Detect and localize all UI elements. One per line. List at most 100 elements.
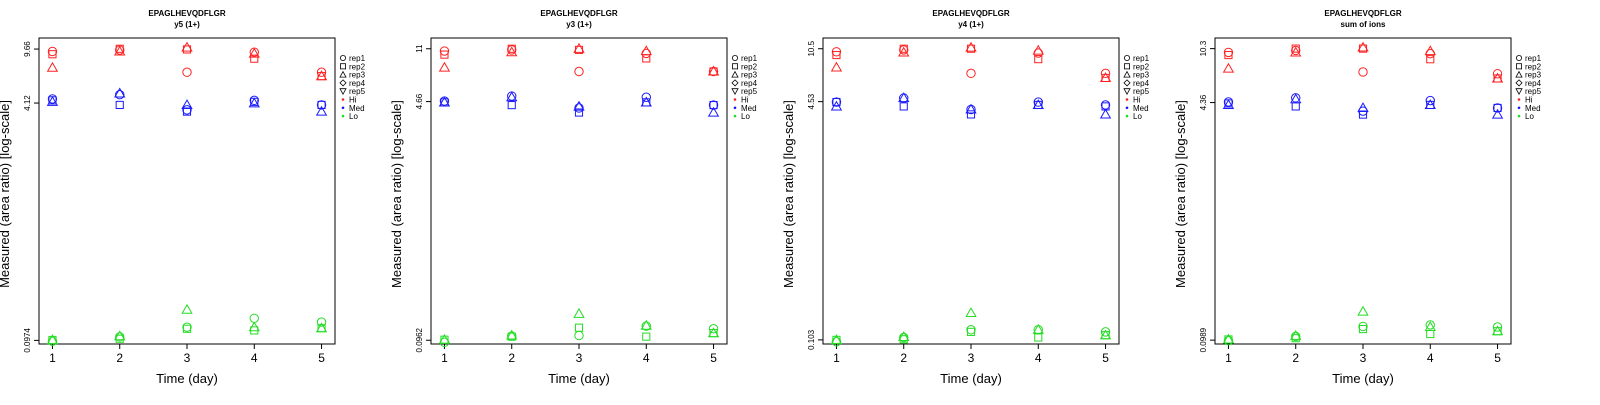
data-point: [1100, 100, 1111, 110]
legend-marker: [1515, 70, 1523, 78]
x-tick-label: 4: [1427, 351, 1434, 365]
legend-marker: [339, 79, 347, 87]
data-point: [1223, 336, 1234, 346]
data-point: [1424, 99, 1436, 109]
legend-label: Lo: [741, 112, 750, 121]
data-point: [640, 45, 652, 56]
legend-label: rep2: [1133, 62, 1150, 71]
data-point: [1358, 324, 1368, 334]
data-point: [573, 42, 585, 53]
legend-marker: [1516, 63, 1523, 70]
data-point: [1100, 327, 1111, 337]
y-tick-label: 4.36: [1199, 94, 1208, 110]
legend-marker: [731, 70, 739, 78]
data-point: [507, 101, 516, 110]
data-point: [46, 96, 59, 106]
legend-label: rep2: [349, 62, 366, 71]
plot-frame: [430, 37, 728, 345]
data-point: [574, 103, 584, 113]
y-axis-label: Measured (area ratio) [log-scale]: [1173, 100, 1188, 288]
data-point: [438, 333, 451, 344]
data-point: [114, 87, 126, 98]
x-tick-label: 4: [643, 351, 650, 365]
legend-item-lo: Lo: [341, 112, 358, 121]
data-point: [641, 92, 651, 102]
legend-label: Lo: [1133, 112, 1142, 121]
data-point: [573, 100, 585, 111]
data-point: [438, 96, 451, 107]
y-tick-label: 0.103: [807, 329, 816, 350]
legend-marker: [339, 63, 346, 70]
data-point: [1491, 325, 1504, 336]
data-point: [1357, 102, 1369, 113]
legend-label: rep2: [1525, 62, 1542, 71]
x-tick-label: 1: [833, 351, 840, 365]
chart-panel-1: EPAGLHEVQDFLGR y5 (1+) 1 2 3 4 5 9.66 4.12 0.0974…: [0, 9, 366, 386]
legend-label: rep5: [741, 87, 758, 96]
legend-item-rep5: rep5: [731, 87, 758, 96]
chart-title: EPAGLHEVQDFLGR: [540, 9, 617, 18]
legend-label: rep1: [349, 54, 366, 63]
legend-item-rep4: rep4: [1515, 79, 1542, 88]
legend-label: rep2: [741, 62, 758, 71]
legend-item-rep4: rep4: [731, 79, 758, 88]
legend-label: rep5: [1525, 87, 1542, 96]
data-point: [1032, 44, 1044, 55]
y-tick-label: 11: [415, 44, 424, 53]
data-point: [182, 67, 192, 77]
legend-item-rep1: rep1: [1516, 54, 1542, 63]
legend-label: rep1: [1133, 54, 1150, 63]
data-point: [574, 108, 584, 117]
legend-item-hi: Hi: [341, 96, 357, 105]
data-point: [1357, 41, 1369, 52]
legend-marker: [732, 63, 739, 70]
data-point: [1099, 72, 1112, 83]
data-point: [115, 100, 124, 109]
y-tick-label: 0.0989: [1199, 327, 1208, 352]
data-point: [315, 322, 328, 333]
legend-dot: [1125, 106, 1129, 110]
legend-item-rep3: rep3: [1515, 70, 1542, 80]
legend-marker: [339, 55, 346, 62]
legend-marker: [339, 70, 347, 78]
legend-marker: [1515, 88, 1523, 96]
legend-item-rep1: rep1: [1124, 54, 1150, 63]
x-tick-label: 2: [116, 351, 123, 365]
data-point: [1032, 99, 1044, 110]
data-point: [1493, 103, 1502, 113]
x-tick-label: 3: [184, 351, 191, 365]
x-tick-label: 3: [968, 351, 975, 365]
legend-marker: [1123, 88, 1131, 96]
legend-marker: [731, 79, 739, 87]
plot-frame: [822, 37, 1120, 345]
legend-marker: [1515, 79, 1523, 87]
data-point: [250, 54, 259, 63]
x-tick-label: 1: [441, 351, 448, 365]
data-point: [965, 103, 977, 114]
data-point: [707, 327, 720, 338]
data-point: [640, 319, 652, 330]
legend-dot: [733, 114, 737, 118]
data-point: [708, 100, 719, 110]
data-point: [830, 61, 843, 72]
legend-label: Hi: [1525, 96, 1533, 105]
data-point: [1224, 50, 1233, 60]
data-point: [707, 106, 720, 117]
data-point: [831, 47, 842, 57]
data-point: [898, 92, 910, 103]
y-tick-label: 0.0974: [23, 328, 32, 353]
data-point: [315, 105, 328, 116]
legend-item-lo: Lo: [1125, 112, 1142, 121]
data-point: [1424, 321, 1436, 332]
chart-subtitle: y4 (1+): [958, 20, 984, 29]
data-point: [316, 100, 327, 110]
data-point: [641, 321, 651, 331]
data-point: [114, 330, 126, 341]
data-point: [1034, 55, 1043, 64]
data-point: [1426, 55, 1435, 64]
data-point: [966, 110, 976, 119]
legend-dot: [1517, 98, 1521, 101]
x-tick-label: 3: [576, 351, 583, 365]
